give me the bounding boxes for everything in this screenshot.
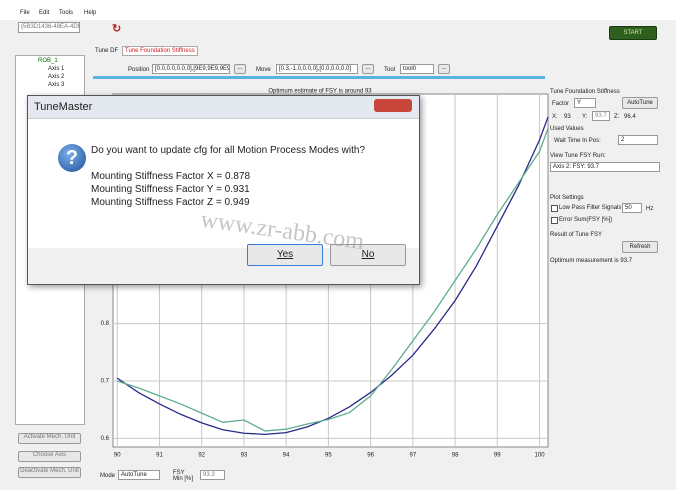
label: Y: [582, 114, 588, 120]
value: 96.4 [624, 114, 636, 120]
no-button[interactable]: No [330, 244, 406, 266]
label: FSY Min [%] [173, 470, 194, 482]
left-button[interactable]: Choose Axis [18, 451, 81, 462]
menu-bar [0, 0, 676, 20]
close-button[interactable] [374, 99, 412, 112]
refresh-button[interactable]: Refresh [622, 241, 658, 253]
tree-axis[interactable]: Axis 2 [48, 74, 65, 80]
label: Mode [100, 473, 116, 479]
x-tick-label: 100 [535, 453, 546, 459]
move-field[interactable]: [0.3,-1.0,0.0,0],[0.0,0.0,0.0] [276, 64, 358, 74]
dialog-line: Mounting Stiffness Factor X = 0.878 [91, 171, 251, 182]
dialog-titlebar [28, 96, 419, 119]
label: X: [552, 114, 558, 120]
result-text: Optimum measurement is 93.7 [550, 258, 633, 264]
label: Error Sum(FSY [%]) [559, 217, 613, 223]
autotune-button[interactable]: AutoTune [622, 97, 658, 109]
tab[interactable]: Tune Foundation Stiffness [122, 46, 198, 56]
tree-axis[interactable]: Axis 3 [48, 82, 65, 88]
label: Low Pass Filter Signals [559, 205, 622, 211]
fsy-field: 93.3 [200, 470, 225, 480]
label: Factor [552, 101, 570, 107]
x-tick-label: 92 [198, 453, 205, 459]
reload-icon[interactable]: ↻ [112, 23, 122, 35]
browse-button[interactable]: ... [438, 64, 450, 74]
x-tick-label: 93 [241, 453, 248, 459]
checkbox[interactable] [551, 205, 558, 212]
section-title: View Tune FSY Run: [550, 153, 606, 159]
section-title: Plot Settings [550, 195, 584, 201]
menu-item[interactable]: Help [84, 10, 97, 16]
dialog-line: Mounting Stiffness Factor Z = 0.949 [91, 197, 250, 208]
dialog-title: TuneMaster [34, 101, 93, 113]
left-button[interactable]: Deactivate Mech. Unit [18, 467, 81, 478]
label: Wait Time In Pos: [554, 138, 601, 144]
x-tick-label: 99 [494, 453, 501, 459]
run-select[interactable]: Axis 2: FSY: 93.7 [550, 162, 660, 172]
dialog-line: Mounting Stiffness Factor Y = 0.931 [91, 184, 250, 195]
y-tick-label: 0.7 [101, 379, 110, 385]
mode-select[interactable]: AutoTune [118, 470, 160, 480]
value: 93 [564, 114, 571, 120]
label: Move [256, 67, 271, 73]
tree-axis[interactable]: Axis 1 [48, 66, 65, 72]
menu-item[interactable]: Edit [39, 10, 50, 16]
browse-button[interactable]: ... [234, 64, 246, 74]
menu-item[interactable]: Tools [59, 10, 74, 16]
y-tick-label: 0.8 [101, 321, 110, 327]
left-button[interactable]: Activate Mech. Unit [18, 433, 81, 444]
dialog: TuneMaster ? Do you want to update cfg f… [27, 95, 420, 285]
wait-field[interactable]: 2 [618, 135, 658, 145]
dialog-body [28, 119, 419, 247]
tab[interactable]: Tune DF [95, 48, 119, 54]
menu-item[interactable]: File [20, 10, 30, 16]
x-tick-label: 95 [325, 453, 332, 459]
start-button[interactable]: START [609, 26, 657, 40]
section-title: Used Values [550, 126, 584, 132]
id-field[interactable]: {5B3D1436-48EA-4DFF [18, 22, 80, 33]
factor-select[interactable]: Y [574, 98, 596, 108]
x-tick-label: 91 [156, 453, 163, 459]
x-tick-label: 90 [114, 453, 121, 459]
lowpass-field[interactable]: 50 [622, 203, 642, 213]
chart-title: Optimum estimate of FSY is around 93 [268, 89, 372, 95]
x-tick-label: 94 [283, 453, 290, 459]
x-tick-label: 96 [367, 453, 374, 459]
checkbox[interactable] [551, 217, 558, 224]
y-tick-label: 0.6 [101, 436, 110, 442]
position-field[interactable]: [0.0,0.0,0.0,0],[9E9,9E9,9E9,9E9 [152, 64, 230, 74]
dialog-question: Do you want to update cfg for all Motion… [91, 145, 366, 156]
value: 93.7 [592, 111, 610, 121]
question-icon: ? [58, 144, 86, 172]
label: Tool [384, 67, 396, 73]
data-line [117, 128, 549, 432]
panel-title: Tune Foundation Stiffness [550, 89, 620, 95]
x-tick-label: 98 [452, 453, 459, 459]
tool-select[interactable]: tool0 [400, 64, 434, 74]
label: Z: [614, 114, 620, 120]
yes-button[interactable]: Yes [247, 244, 323, 266]
x-tick-label: 97 [410, 453, 417, 459]
progress-bar [93, 76, 545, 79]
data-line [116, 116, 549, 436]
label: Position [128, 67, 150, 73]
label: Hz [646, 206, 654, 212]
tree-robot[interactable]: ROB_1 [38, 58, 58, 64]
browse-button[interactable]: ... [362, 64, 374, 74]
right-panel: Tune Foundation Stiffness Factor Y AutoT… [548, 86, 665, 466]
section-title: Result of Tune FSY [550, 232, 603, 238]
